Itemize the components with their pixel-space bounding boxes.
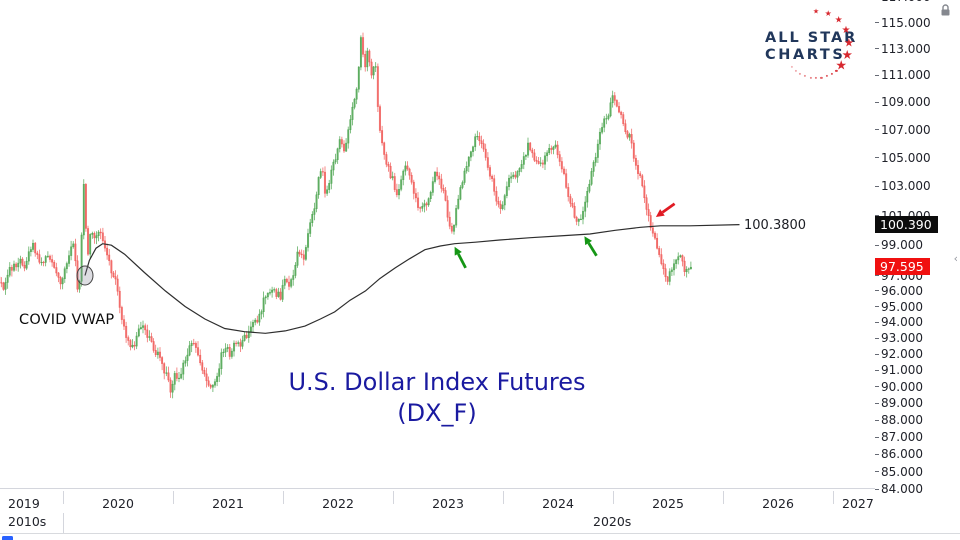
logo-dot <box>825 75 828 78</box>
price-tick: 89.000 <box>875 395 923 411</box>
decade-label-2010s: 2010s <box>8 514 47 529</box>
star-icon: ★ <box>841 47 853 63</box>
price-tick: 109.000 <box>875 94 931 110</box>
chart-title: U.S. Dollar Index Futures <box>288 368 586 396</box>
price-tick: 95.000 <box>875 299 923 315</box>
year-separator <box>613 491 614 504</box>
year-separator <box>723 491 724 504</box>
price-tick: 88.000 <box>875 412 923 428</box>
price-tick: 113.000 <box>875 41 931 57</box>
logo-text-line2: CHARTS <box>765 47 846 63</box>
price-tick: 92.000 <box>875 346 923 362</box>
price-tick: 117.000 <box>875 0 931 5</box>
year-separator <box>503 491 504 504</box>
logo-dot <box>830 72 833 76</box>
year-label: 2026 <box>762 496 794 511</box>
year-label: 2025 <box>652 496 684 511</box>
year-label: 2022 <box>322 496 354 511</box>
year-separator <box>393 491 394 504</box>
star-icon: ★ <box>843 35 855 50</box>
logo-dot <box>814 76 818 80</box>
candlestick-chart[interactable] <box>0 0 875 488</box>
price-tick: 111.000 <box>875 67 931 83</box>
year-label: 2027 <box>842 496 874 511</box>
year-label: 2024 <box>542 496 574 511</box>
price-tick: 93.000 <box>875 330 923 346</box>
year-separator <box>833 491 834 504</box>
logo-dot <box>804 75 807 78</box>
allstarcharts-logo: ALL STAR CHARTS ★ ★ ★ ★ ★ ★ ★ <box>740 8 870 88</box>
price-tick: 87.000 <box>875 429 923 445</box>
star-icon: ★ <box>841 25 851 37</box>
price-tick: 84.000 <box>875 481 923 497</box>
price-tick: 90.000 <box>875 379 923 395</box>
bottom-toolbar-clipped <box>0 533 960 540</box>
lock-icon[interactable] <box>938 3 953 18</box>
price-scale-axis[interactable]: 117.000 115.000 113.000 111.000 109.000 107.0… <box>875 0 960 540</box>
decade-separator <box>63 513 64 533</box>
scroll-left-icon[interactable]: ‹ <box>953 252 958 265</box>
star-icon: ★ <box>834 15 843 26</box>
vwap-value-label: 100.3800 <box>744 218 807 233</box>
year-label: 2023 <box>432 496 464 511</box>
price-tick: 96.000 <box>875 283 923 299</box>
price-tick: 103.000 <box>875 178 931 194</box>
logo-dot <box>790 66 793 69</box>
price-tick: 85.000 <box>875 464 923 480</box>
year-label: 2021 <box>212 496 244 511</box>
last-price-tag: 97.595 <box>875 257 930 275</box>
price-tick: 86.000 <box>875 446 923 462</box>
tradingview-logo-icon[interactable] <box>2 536 13 540</box>
price-tick: 115.000 <box>875 15 931 31</box>
year-separator <box>173 491 174 504</box>
logo-dot <box>835 69 838 73</box>
time-scale-axis[interactable]: 2019 2020 2021 2022 2023 2024 2025 2026 2027 201… <box>0 488 875 534</box>
price-tick: 91.000 <box>875 362 923 378</box>
price-tick: 99.000 <box>875 237 923 253</box>
star-icon: ★ <box>824 9 832 19</box>
star-icon: ★ <box>812 7 820 16</box>
logo-dot <box>794 69 797 73</box>
star-icon: ★ <box>835 58 848 74</box>
chart-subtitle: (DX_F) <box>397 399 477 427</box>
vwap-price-tag: 100.390 <box>875 216 938 233</box>
decade-label-2020s: 2020s <box>593 514 632 529</box>
price-tick: 94.000 <box>875 314 923 330</box>
logo-dot <box>799 72 802 76</box>
logo-dot <box>809 76 812 79</box>
price-tick: 107.000 <box>875 122 931 138</box>
year-separator <box>63 491 64 504</box>
covid-vwap-annotation-label: COVID VWAP <box>19 312 115 328</box>
logo-text-line1: ALL STAR <box>765 30 858 46</box>
year-label: 2019 <box>8 496 40 511</box>
logo-dot <box>820 76 823 79</box>
year-separator <box>283 491 284 504</box>
price-tick: 105.000 <box>875 150 931 166</box>
year-label: 2020 <box>102 496 134 511</box>
chart-pane[interactable]: COVID VWAP 100.3800 U.S. Dollar Index Fu… <box>0 0 875 488</box>
